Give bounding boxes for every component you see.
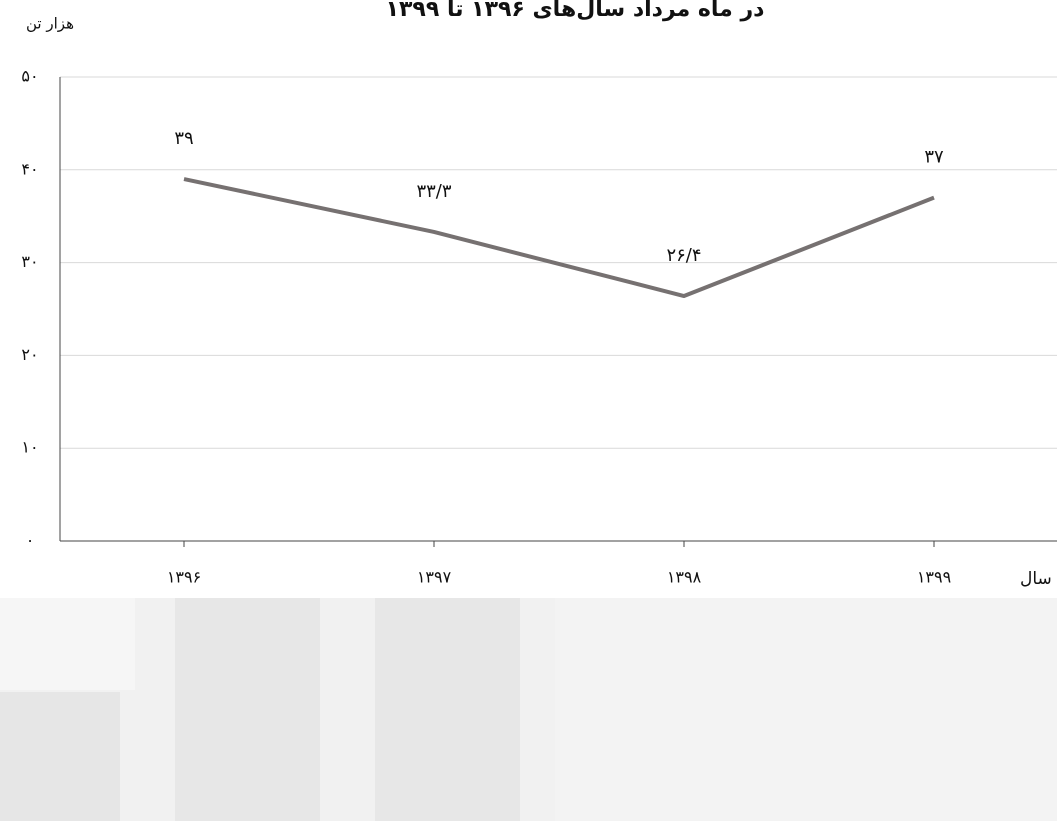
- y-tick-label: ۳۰: [21, 252, 38, 271]
- x-tick-label: ۱۳۹۸: [667, 568, 702, 587]
- y-tick-label: ۵۰: [21, 67, 38, 86]
- background-block: [0, 692, 120, 821]
- value-label: ۲۶/۴: [666, 245, 701, 266]
- x-tick-label: ۱۳۹۷: [417, 568, 452, 587]
- background-block: [0, 598, 135, 690]
- value-label: ۳۹: [174, 128, 193, 149]
- value-label: ۳۳/۳: [416, 181, 451, 202]
- y-tick-label: ۴۰: [21, 159, 38, 178]
- y-tick-label: ۱۰: [21, 438, 38, 457]
- line: [183, 177, 935, 299]
- chart-title: در ماه مرداد سال‌های ۱۳۹۶ تا ۱۳۹۹: [386, 0, 765, 22]
- x-tick-label: ۱۳۹۶: [167, 568, 201, 587]
- x-axis-title: سال: [1020, 569, 1052, 589]
- background-block: [375, 598, 520, 821]
- y-tick-label: ۰: [26, 531, 35, 550]
- y-axis-title: هزار تن: [26, 15, 74, 33]
- y-tick-label: ۲۰: [21, 345, 38, 364]
- background-block: [555, 598, 1057, 821]
- x-tick-label: ۱۳۹۹: [917, 568, 951, 587]
- background-block: [175, 598, 320, 821]
- value-label: ۳۷: [924, 147, 944, 168]
